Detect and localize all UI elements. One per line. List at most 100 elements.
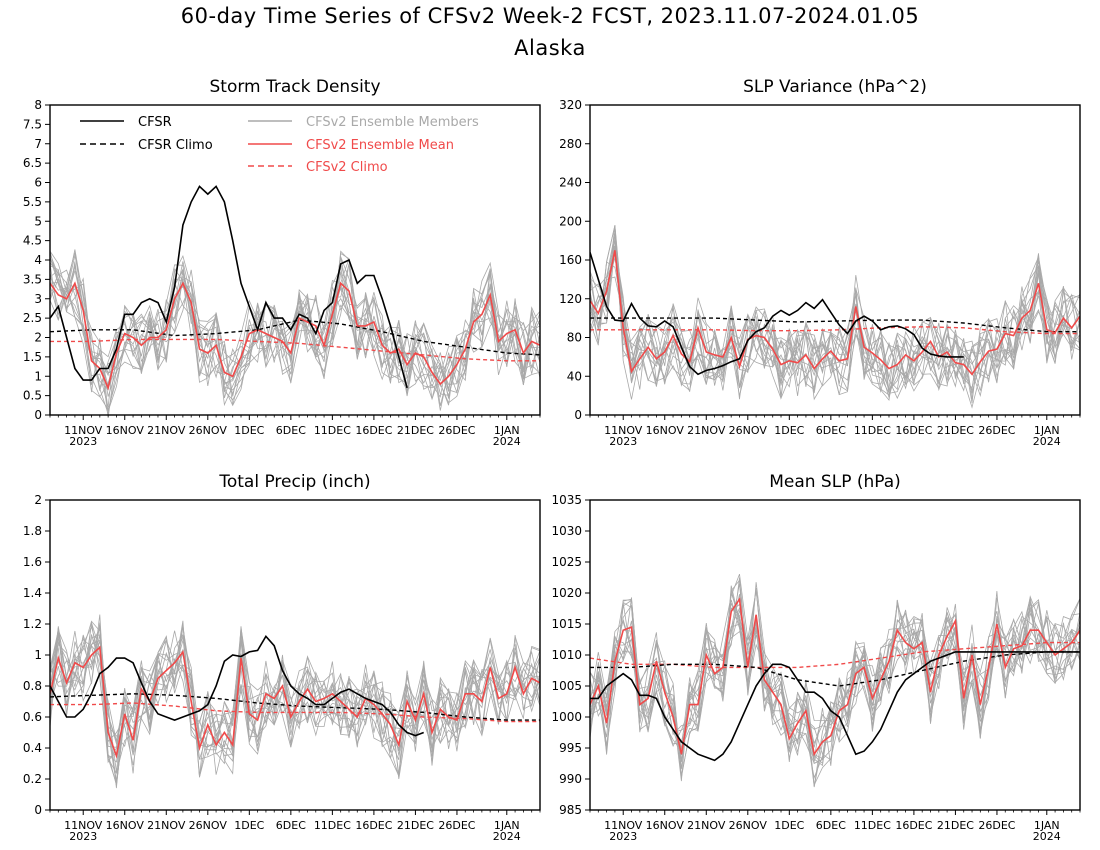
ensemble-member-line xyxy=(590,592,1080,750)
x-tick-label: 6DEC xyxy=(276,819,306,832)
panel-title: Total Precip (inch) xyxy=(218,472,370,492)
x-tick-label: 6DEC xyxy=(816,424,846,437)
x-tick-label: 26DEC xyxy=(438,424,475,437)
y-tick-label: 7 xyxy=(34,137,42,151)
panel-title: SLP Variance (hPa^2) xyxy=(743,77,927,97)
y-tick-label: 1.6 xyxy=(23,555,42,569)
y-tick-label: 1030 xyxy=(551,524,582,538)
y-tick-label: 5 xyxy=(34,214,42,228)
y-tick-label: 8 xyxy=(34,98,42,112)
x-tick-label: 26NOV xyxy=(729,424,768,437)
ensemble-member-line xyxy=(590,585,1080,762)
x-tick-label: 26DEC xyxy=(438,819,475,832)
x-tick-label: 1DEC xyxy=(234,819,264,832)
y-tick-label: 990 xyxy=(559,772,582,786)
x-tick-label: 1DEC xyxy=(774,424,804,437)
ensemble-member-line xyxy=(590,239,1080,400)
x-tick-label: 21NOV xyxy=(687,424,726,437)
x-tick-label: 16DEC xyxy=(355,424,392,437)
chart-panel-2: SLP Variance (hPa^2) 0 40 80 120 160 200 240 280… xyxy=(559,77,1081,448)
x-year-label: 2023 xyxy=(69,830,97,843)
plot-frame xyxy=(49,104,541,416)
x-tick-label: 26DEC xyxy=(978,424,1015,437)
x-tick-label: 21DEC xyxy=(397,424,434,437)
y-tick-label: 1005 xyxy=(551,679,582,693)
x-tick-label: 1DEC xyxy=(774,819,804,832)
x-tick-label: 21DEC xyxy=(397,819,434,832)
cfsr-climo-line xyxy=(590,317,1080,333)
x-tick-label: 6DEC xyxy=(276,424,306,437)
x-tick-label: 11NOV xyxy=(64,819,103,832)
plot-frame xyxy=(589,499,1081,811)
x-tick-label: 11NOV xyxy=(64,424,103,437)
y-tick-label: 1035 xyxy=(551,493,582,507)
ensemble-member-line xyxy=(590,233,1080,409)
cfsr-climo-line xyxy=(50,693,540,721)
y-tick-label: 0 xyxy=(574,408,582,422)
x-tick-label: 1JAN xyxy=(1034,424,1060,437)
ensemble-member-line xyxy=(50,628,540,789)
y-tick-label: 6 xyxy=(34,176,42,190)
x-tick-label: 16DEC xyxy=(895,819,932,832)
panel-title: Mean SLP (hPa) xyxy=(769,472,901,492)
ensemble-member-line xyxy=(50,622,540,778)
y-tick-label: 0.5 xyxy=(23,389,42,403)
y-tick-label: 1025 xyxy=(551,555,582,569)
ensemble-member-line xyxy=(50,634,540,766)
cfsr-line xyxy=(50,185,408,389)
x-tick-label: 26NOV xyxy=(189,819,228,832)
cfsv2-climo-line xyxy=(50,338,540,362)
x-tick-label: 16NOV xyxy=(646,819,685,832)
cfsr-line xyxy=(590,651,1080,762)
x-tick-label: 16NOV xyxy=(106,424,145,437)
plot-area xyxy=(50,614,540,789)
panel-title: Storm Track Density xyxy=(209,77,380,97)
page-title: 60-day Time Series of CFSv2 Week-2 FCST,… xyxy=(180,4,920,28)
legend-label: CFSR xyxy=(138,115,172,130)
ensemble-member-line xyxy=(590,579,1080,782)
x-tick-label: 16NOV xyxy=(106,819,145,832)
x-tick-label: 21NOV xyxy=(147,424,186,437)
ensemble-member-line xyxy=(590,590,1080,760)
y-tick-label: 320 xyxy=(559,98,582,112)
y-tick-label: 120 xyxy=(559,292,582,306)
ensemble-member-line xyxy=(50,261,540,399)
y-tick-label: 200 xyxy=(559,214,582,228)
ensemble-member-line xyxy=(50,261,540,399)
y-tick-label: 280 xyxy=(559,137,582,151)
x-tick-label: 16DEC xyxy=(895,424,932,437)
ensemble-member-line xyxy=(50,626,540,765)
y-tick-label: 2.5 xyxy=(23,311,42,325)
y-tick-label: 2 xyxy=(34,493,42,507)
y-tick-label: 160 xyxy=(559,253,582,267)
x-tick-label: 6DEC xyxy=(816,819,846,832)
y-tick-label: 1 xyxy=(34,369,42,383)
y-tick-label: 1 xyxy=(34,648,42,662)
y-tick-label: 0.4 xyxy=(23,741,42,755)
y-tick-label: 0.8 xyxy=(23,679,42,693)
y-tick-label: 80 xyxy=(567,331,582,345)
y-tick-label: 1000 xyxy=(551,710,582,724)
y-tick-label: 240 xyxy=(559,176,582,190)
y-tick-label: 6.5 xyxy=(23,156,42,170)
x-tick-label: 1DEC xyxy=(234,424,264,437)
x-year-label: 2024 xyxy=(493,830,521,843)
ensemble-member-line xyxy=(50,250,540,415)
ensemble-member-line xyxy=(50,640,540,773)
ensemble-mean-line xyxy=(50,645,540,759)
ensemble-mean-line xyxy=(50,281,540,391)
plot-frame xyxy=(49,499,541,811)
plot-frame xyxy=(589,104,1081,416)
x-year-label: 2023 xyxy=(69,435,97,448)
ensemble-member-line xyxy=(590,248,1080,404)
x-year-label: 2023 xyxy=(609,435,637,448)
y-tick-label: 985 xyxy=(559,803,582,817)
y-tick-label: 1.8 xyxy=(23,524,42,538)
y-tick-label: 0 xyxy=(34,408,42,422)
x-tick-label: 21NOV xyxy=(147,819,186,832)
y-tick-label: 4.5 xyxy=(23,234,42,248)
ensemble-member-line xyxy=(590,225,1080,388)
x-year-label: 2023 xyxy=(609,830,637,843)
x-tick-label: 11NOV xyxy=(604,819,643,832)
